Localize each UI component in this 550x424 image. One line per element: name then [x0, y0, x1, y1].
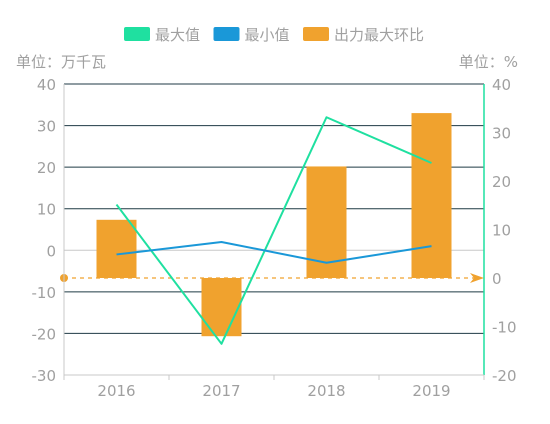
right-tick-label: -10 [492, 319, 517, 337]
x-tick-label: 2018 [307, 382, 345, 400]
legend-label: 出力最大环比 [334, 26, 424, 44]
left-tick-label: 10 [37, 201, 56, 219]
right-tick-label: 40 [492, 76, 511, 94]
series-line [115, 116, 432, 345]
left-tick-label: 0 [46, 242, 56, 260]
bar [96, 219, 137, 278]
left-tick-label: -30 [32, 367, 57, 385]
bar [201, 278, 242, 337]
legend-swatch [303, 27, 329, 41]
series-line [116, 240, 432, 264]
left-tick-label: 20 [37, 159, 56, 177]
right-tick-label: 0 [492, 270, 502, 288]
right-tick-label: 30 [492, 125, 511, 143]
legend-swatch [124, 27, 150, 41]
reference-line-arrow [470, 273, 484, 283]
left-tick-label: -20 [32, 325, 57, 343]
x-tick-label: 2017 [202, 382, 240, 400]
legend-label: 最大值 [155, 26, 200, 44]
left-tick-label: -10 [32, 284, 57, 302]
right-axis-unit-label: 单位：% [459, 53, 518, 71]
bar [411, 113, 452, 278]
left-tick-label: 30 [37, 118, 56, 136]
legend-label: 最小值 [245, 26, 290, 44]
x-tick-label: 2019 [412, 382, 450, 400]
bar-series [96, 113, 452, 337]
left-axis-unit-label: 单位：万千瓦 [16, 53, 106, 71]
line-series [115, 116, 432, 345]
right-tick-label: -20 [492, 367, 517, 385]
legend: 最大值 最小值 出力最大环比 [124, 26, 424, 44]
right-tick-label: 10 [492, 222, 511, 240]
right-tick-label: 20 [492, 173, 511, 191]
left-tick-label: 40 [37, 76, 56, 94]
x-tick-label: 2016 [97, 382, 135, 400]
legend-swatch [213, 27, 240, 41]
axes: 40 30 20 10 0 -10 -20 -30 40 30 20 10 0 -10 -20 2016 201… [32, 76, 517, 400]
